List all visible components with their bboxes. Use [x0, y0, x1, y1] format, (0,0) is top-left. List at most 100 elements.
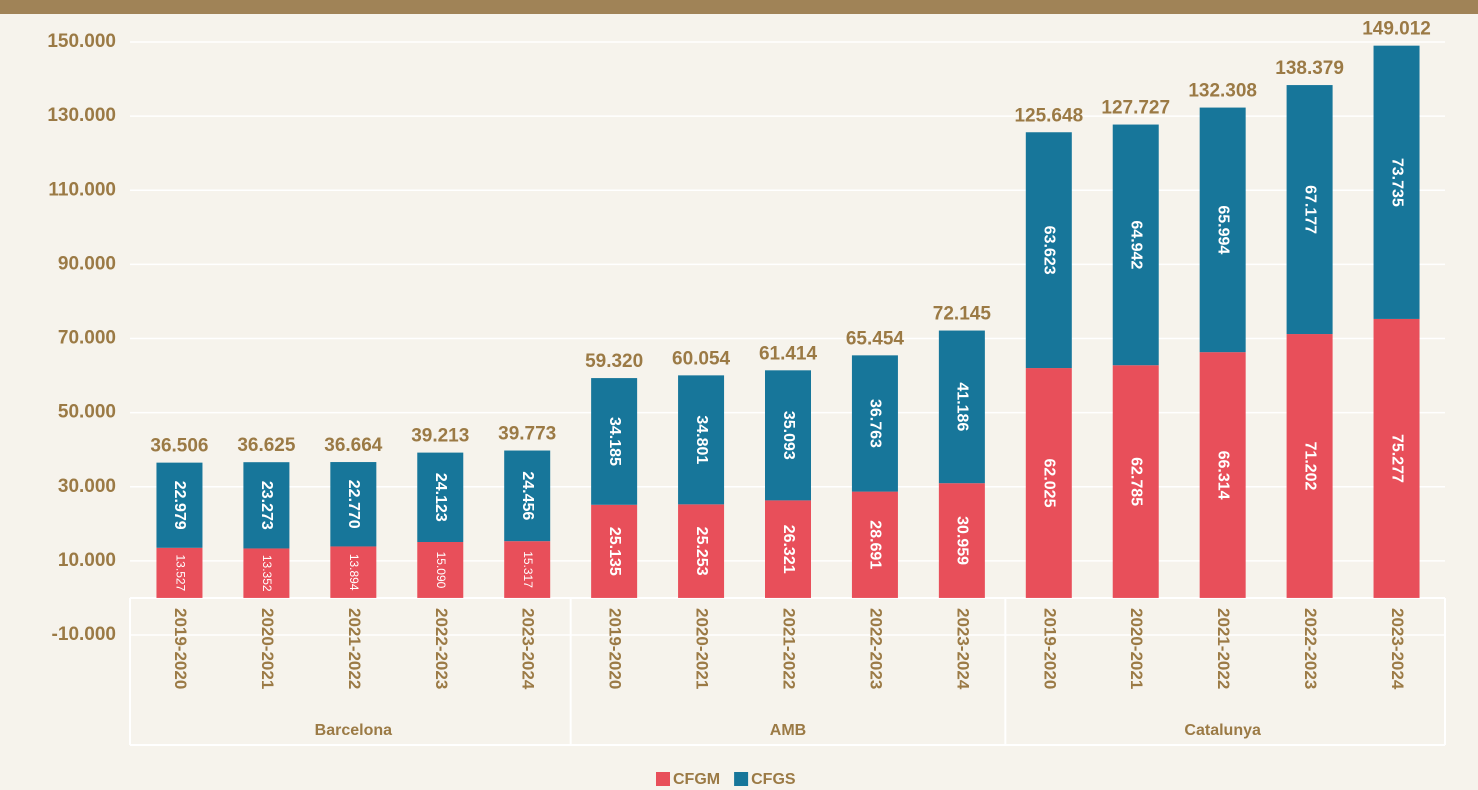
group-label: Catalunya: [1184, 722, 1261, 739]
x-tick-label: 2020-2021: [258, 608, 277, 689]
bar-value-label: 64.942: [1127, 220, 1144, 269]
y-tick-label: 70.000: [58, 328, 116, 349]
bar-value-label: 13.894: [347, 554, 361, 591]
bar-segment: [417, 542, 464, 598]
bar-value-label: 71.202: [1301, 442, 1318, 491]
bar-segment: [1112, 124, 1159, 366]
legend-label: CFGM: [673, 771, 720, 788]
bar-segment: [1112, 365, 1159, 598]
group-label: Barcelona: [315, 722, 392, 739]
bar-segment: [851, 355, 898, 492]
x-tick-label: 2023-2024: [1388, 608, 1407, 690]
bar-value-label: 41.186: [954, 382, 971, 431]
y-tick-label: 130.000: [47, 105, 116, 126]
y-tick-label: 150.000: [47, 31, 116, 52]
bar-value-label: 28.691: [867, 520, 884, 569]
bar-value-label: 30.959: [954, 516, 971, 565]
bar-segment: [1025, 368, 1072, 598]
bar-value-label: 35.093: [780, 411, 797, 460]
x-tick-label: 2023-2024: [953, 608, 972, 690]
total-label: 132.308: [1188, 81, 1257, 102]
total-label: 36.664: [324, 435, 383, 456]
total-label: 65.454: [846, 328, 905, 349]
legend-swatch: [734, 772, 749, 786]
total-label: 36.625: [237, 435, 296, 456]
bar-segment: [938, 330, 985, 484]
y-tick-label: 30.000: [58, 476, 116, 497]
bar-value-label: 62.025: [1041, 459, 1058, 508]
legend-swatch: [656, 772, 670, 786]
x-tick-label: 2021-2022: [1214, 608, 1233, 689]
bar-value-label: 75.277: [1388, 434, 1405, 483]
total-label: 59.320: [585, 351, 643, 372]
total-label: 72.145: [933, 304, 992, 325]
x-tick-label: 2020-2021: [1127, 608, 1146, 689]
x-tick-label: 2022-2023: [432, 608, 451, 689]
total-label: 60.054: [672, 348, 731, 369]
bar-value-label: 24.123: [432, 473, 449, 522]
y-tick-label: 10.000: [58, 550, 116, 571]
bar-value-label: 36.763: [867, 399, 884, 448]
bar-segment: [417, 452, 464, 543]
group-label: AMB: [770, 722, 806, 739]
total-label: 127.727: [1101, 98, 1170, 119]
x-tick-label: 2020-2021: [693, 608, 712, 689]
bar-value-label: 63.623: [1041, 226, 1058, 275]
bar-segment: [1025, 132, 1072, 369]
bar-value-label: 23.273: [258, 481, 275, 530]
bar-value-label: 66.314: [1214, 451, 1231, 500]
bar-value-label: 13.527: [173, 555, 187, 592]
bar-value-label: 26.321: [780, 525, 797, 574]
bar-segment: [330, 546, 377, 598]
bar-value-label: 25.135: [606, 527, 623, 576]
bar-segment: [591, 504, 638, 598]
bar-segment: [504, 541, 551, 598]
bar-segment: [678, 375, 725, 505]
x-tick-label: 2023-2024: [519, 608, 538, 690]
bar-value-label: 67.177: [1301, 185, 1318, 234]
y-tick-label: 50.000: [58, 402, 116, 423]
bar-value-label: 24.456: [519, 471, 536, 520]
bar-value-label: 34.801: [693, 415, 710, 464]
x-tick-label: 2021-2022: [780, 608, 799, 689]
bar-segment: [1373, 45, 1420, 319]
bar-segment: [1199, 107, 1246, 353]
x-tick-label: 2022-2023: [1301, 608, 1320, 689]
x-tick-label: 2019-2020: [1040, 608, 1059, 689]
bar-value-label: 15.317: [521, 551, 535, 588]
bar-value-label: 34.185: [606, 417, 623, 466]
bar-segment: [678, 504, 725, 598]
bar-value-label: 22.979: [171, 481, 188, 530]
y-tick-label: 90.000: [58, 253, 116, 274]
total-label: 61.414: [759, 343, 818, 364]
x-tick-label: 2019-2020: [171, 608, 190, 689]
bar-segment: [1286, 85, 1333, 335]
y-tick-label: 110.000: [48, 179, 116, 200]
x-tick-label: 2019-2020: [606, 608, 625, 689]
bar-segment: [765, 500, 811, 598]
bar-segment: [243, 462, 290, 549]
bar-segment: [1199, 352, 1246, 598]
bar-segment: [591, 378, 638, 505]
total-label: 36.506: [150, 436, 208, 457]
y-tick-label: -10.000: [52, 624, 116, 645]
bar-segment: [504, 450, 551, 542]
bar-segment: [330, 462, 377, 547]
legend-label: CFGS: [751, 771, 796, 788]
x-tick-label: 2021-2022: [345, 608, 364, 689]
bar-value-label: 65.994: [1214, 205, 1231, 254]
total-label: 149.012: [1362, 19, 1431, 40]
bar-value-label: 62.785: [1127, 457, 1144, 506]
bar-segment: [156, 547, 203, 598]
bar-value-label: 13.352: [260, 555, 274, 592]
bar-segment: [1286, 334, 1333, 598]
bar-segment: [156, 462, 203, 548]
total-label: 125.648: [1014, 105, 1083, 126]
total-label: 39.773: [498, 424, 556, 445]
bar-segment: [851, 491, 898, 598]
header-band: [0, 0, 1478, 14]
bar-value-label: 25.253: [693, 527, 710, 576]
bar-segment: [1373, 318, 1420, 598]
